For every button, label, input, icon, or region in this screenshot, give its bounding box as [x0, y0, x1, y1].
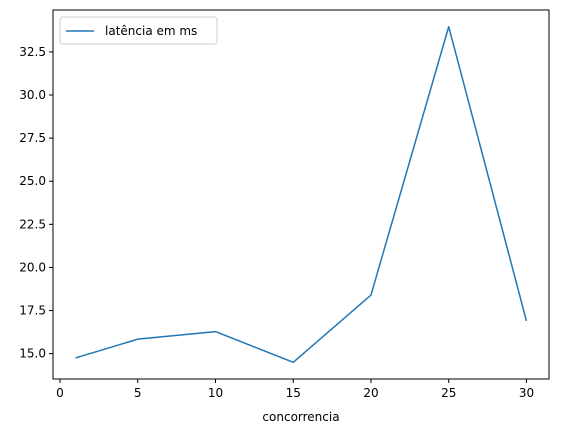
x-tick-label: 0	[56, 386, 64, 400]
y-tick-label: 15.0	[19, 347, 46, 361]
x-tick-label: 25	[441, 386, 456, 400]
legend-label: latência em ms	[105, 24, 197, 38]
plot-frame	[52, 9, 550, 380]
y-tick-label: 30.0	[19, 88, 46, 102]
x-tick-label: 15	[286, 386, 301, 400]
x-tick-label: 10	[208, 386, 223, 400]
x-tick-label: 20	[363, 386, 378, 400]
legend: latência em ms	[59, 16, 218, 45]
y-tick-label: 32.5	[19, 45, 46, 59]
legend-box	[59, 16, 218, 45]
y-tick-label: 17.5	[19, 304, 46, 318]
y-tick-label: 22.5	[19, 217, 46, 231]
x-axis-label: concorrencia	[262, 410, 339, 424]
series-layer	[75, 25, 528, 364]
x-tick-label: 5	[134, 386, 142, 400]
y-axis-ticks: 15.0 17.5 20.0 22.5 25.0 27.5 30.0 32.5	[19, 45, 53, 361]
y-tick-label: 27.5	[19, 131, 46, 145]
y-tick-label: 20.0	[19, 260, 46, 274]
plot-background	[53, 10, 549, 379]
y-tick-label: 25.0	[19, 174, 46, 188]
x-axis-ticks: 0 5 10 15 20 25 30	[56, 379, 534, 400]
series-line	[75, 25, 528, 364]
x-tick-label: 30	[519, 386, 534, 400]
